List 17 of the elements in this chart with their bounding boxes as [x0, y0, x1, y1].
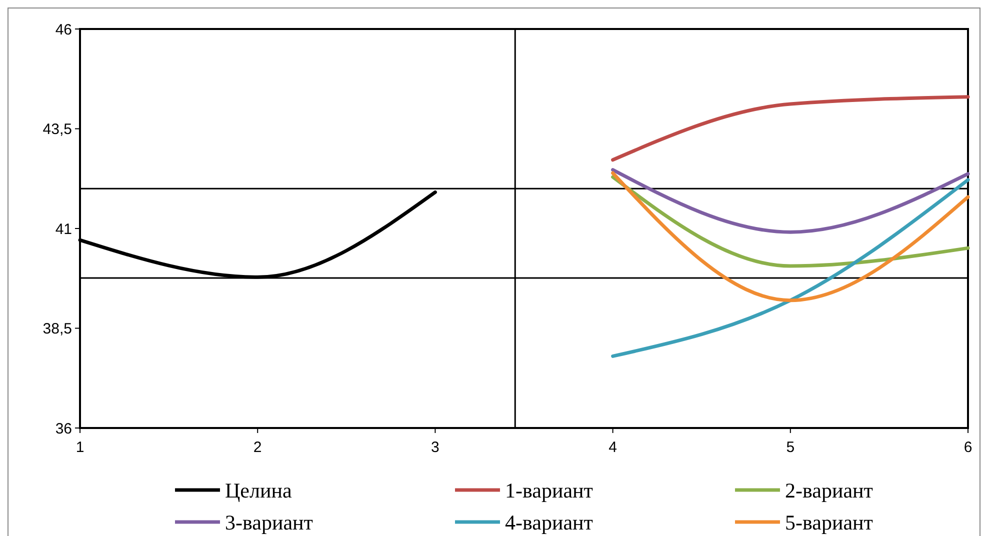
y-tick-label: 38,5	[42, 320, 72, 338]
x-tick-label: 2	[253, 439, 262, 456]
x-tick-label: 3	[431, 439, 440, 456]
legend-label: Целина	[225, 478, 292, 502]
legend-label: 2-вариант	[785, 478, 873, 502]
x-tick-label: 4	[608, 439, 617, 456]
legend-label: 1-вариант	[505, 478, 593, 502]
x-tick-label: 1	[76, 439, 84, 456]
y-tick-label: 46	[55, 21, 72, 38]
x-tick-label: 5	[786, 439, 795, 456]
legend-label: 5-вариант	[785, 510, 873, 534]
legend-label: 3-вариант	[225, 510, 313, 534]
y-tick-label: 43,5	[42, 121, 72, 138]
x-tick-label: 6	[964, 439, 972, 456]
y-tick-label: 41	[55, 220, 72, 238]
y-tick-label: 36	[55, 420, 72, 438]
legend-label: 4-вариант	[505, 510, 593, 534]
